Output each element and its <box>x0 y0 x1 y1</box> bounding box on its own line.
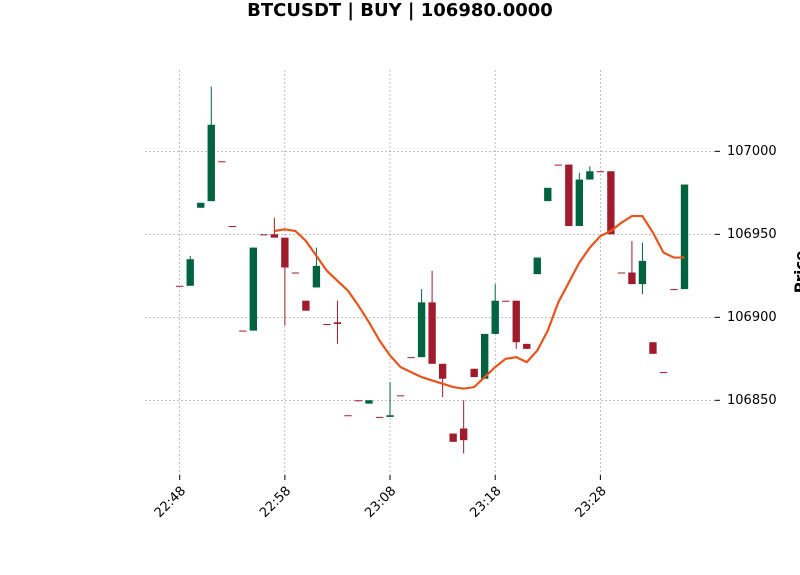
candle-body <box>512 300 520 343</box>
candle-body <box>270 234 279 238</box>
x-tick-label: 22:58 <box>257 484 294 521</box>
candle-body <box>438 363 447 379</box>
candle-body <box>575 179 584 227</box>
candle-body <box>323 323 331 325</box>
candle-body <box>291 272 300 274</box>
candle-body <box>670 289 678 291</box>
candle-body <box>302 300 310 311</box>
candle-body <box>197 202 205 208</box>
x-tick-label: 23:18 <box>467 484 504 521</box>
candle-body <box>228 226 236 228</box>
candle-body <box>554 164 562 166</box>
candle-body <box>417 302 426 358</box>
candle-body <box>607 171 615 235</box>
candle-body <box>396 395 405 397</box>
candle-body <box>354 400 363 402</box>
candle-body <box>638 260 647 285</box>
candle-body <box>428 302 436 364</box>
candle-body <box>617 272 626 274</box>
candle-body <box>565 164 573 227</box>
candle-body <box>249 247 258 331</box>
candle-body <box>449 433 457 442</box>
candle-body <box>491 300 499 334</box>
candle-body <box>407 357 415 359</box>
x-tick-label: 23:28 <box>573 484 610 521</box>
x-tick-label: 22:48 <box>152 484 189 521</box>
candle-body <box>586 171 594 180</box>
candle-body <box>176 285 184 287</box>
x-tick-label: 23:08 <box>362 484 399 521</box>
y-axis-label: Price <box>792 251 800 294</box>
candle-body <box>523 343 531 349</box>
candle-body <box>239 330 247 332</box>
candle-body <box>260 234 268 236</box>
y-tick-label: 107000 <box>727 144 777 159</box>
candle-body <box>596 171 605 173</box>
candle-body <box>375 416 384 418</box>
candle-body <box>502 300 510 302</box>
candle-body <box>386 415 394 417</box>
chart-title: BTCUSDT | BUY | 106980.0000 <box>247 0 553 21</box>
candle-body <box>544 187 552 202</box>
candle-body <box>186 259 194 286</box>
candle-body <box>365 400 373 404</box>
candle-body <box>281 237 289 268</box>
candle-body <box>659 372 668 374</box>
candle-body <box>680 184 689 290</box>
moving-average-line <box>274 214 685 390</box>
candle-body <box>481 333 489 379</box>
candle-body <box>459 428 468 441</box>
candle-body <box>312 265 321 288</box>
candle-body <box>207 124 215 202</box>
candle-body <box>470 368 478 378</box>
candle-body <box>333 322 342 324</box>
candle-body <box>533 257 541 275</box>
y-tick-label: 106850 <box>727 393 777 408</box>
candle-body <box>344 415 352 417</box>
candle-body <box>218 161 226 163</box>
candle-body <box>649 342 657 354</box>
candle-body <box>628 272 636 285</box>
y-tick-label: 106900 <box>727 310 777 325</box>
y-tick-label: 106950 <box>727 227 777 242</box>
